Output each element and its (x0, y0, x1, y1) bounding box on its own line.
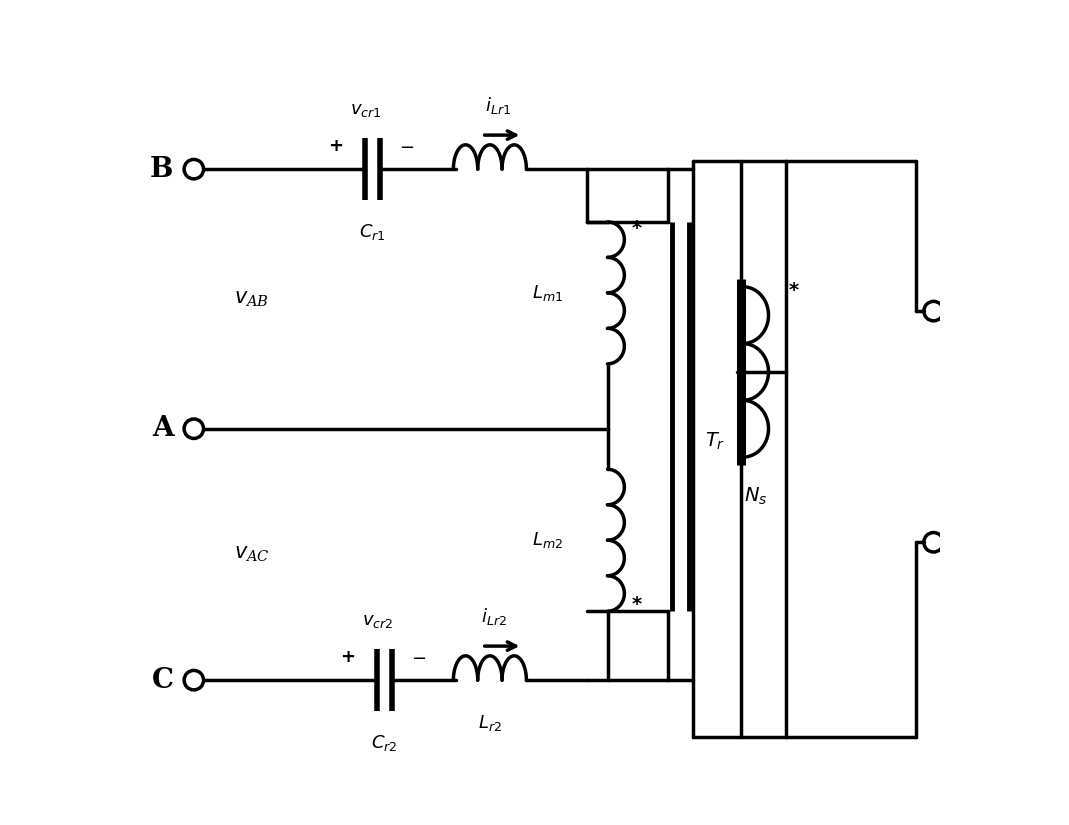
Text: +: + (328, 138, 343, 155)
Text: *: * (788, 281, 799, 300)
Text: $v_{cr2}$: $v_{cr2}$ (362, 612, 393, 629)
Text: $i_{Lr2}$: $i_{Lr2}$ (481, 606, 507, 628)
Text: $L_{m1}$: $L_{m1}$ (531, 283, 563, 303)
Text: A: A (152, 415, 173, 442)
Text: $L_{r2}$: $L_{r2}$ (478, 713, 501, 733)
Text: $C_{r2}$: $C_{r2}$ (371, 733, 398, 753)
Text: $C_{r1}$: $C_{r1}$ (359, 222, 386, 242)
Text: $-$: $-$ (410, 648, 427, 667)
Text: $N_s$: $N_s$ (744, 485, 768, 507)
Text: $i_{Lr1}$: $i_{Lr1}$ (485, 96, 511, 116)
Text: +: + (340, 648, 356, 667)
Text: $T_r$: $T_r$ (704, 431, 725, 451)
Text: B: B (150, 156, 173, 182)
Text: *: * (632, 219, 642, 238)
Text: *: * (632, 595, 642, 615)
Text: $v_{cr1}$: $v_{cr1}$ (350, 101, 382, 119)
Text: $v_{\mathregular{AB}}$: $v_{\mathregular{AB}}$ (234, 289, 269, 309)
Text: $L_{m2}$: $L_{m2}$ (532, 530, 563, 550)
Text: $v_{\mathregular{AC}}$: $v_{\mathregular{AC}}$ (234, 544, 270, 564)
Text: $-$: $-$ (399, 138, 414, 155)
Text: C: C (152, 667, 173, 694)
